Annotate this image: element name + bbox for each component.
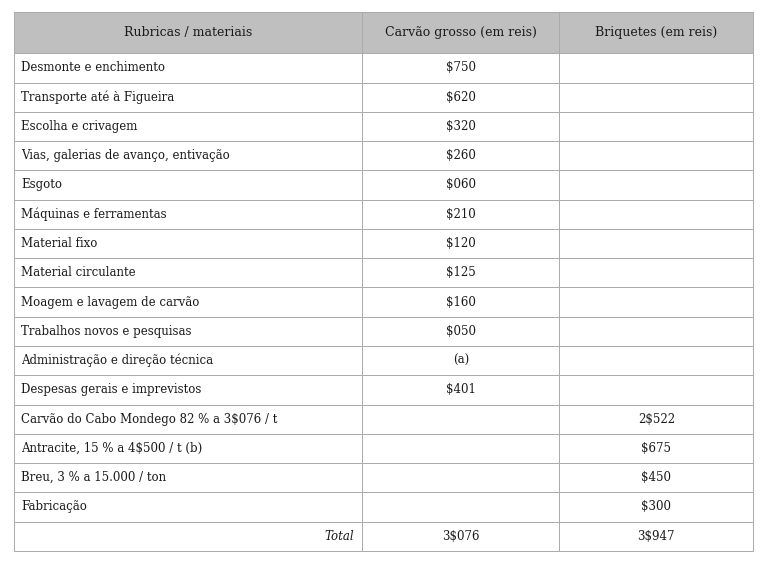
Text: 3$076: 3$076 <box>442 530 479 542</box>
Bar <box>14 171 362 200</box>
Bar <box>559 404 753 434</box>
Bar <box>362 12 559 53</box>
Text: $300: $300 <box>641 500 671 513</box>
Bar <box>559 112 753 141</box>
Bar <box>362 463 559 493</box>
Text: Administração e direção técnica: Administração e direção técnica <box>21 354 213 367</box>
Text: Vias, galerias de avanço, entivação: Vias, galerias de avanço, entivação <box>21 149 230 162</box>
Bar <box>559 200 753 229</box>
Bar <box>362 82 559 112</box>
Bar <box>14 53 362 82</box>
Text: Breu, 3 % a 15.000 / ton: Breu, 3 % a 15.000 / ton <box>21 471 166 484</box>
Bar <box>14 317 362 346</box>
Bar <box>559 463 753 493</box>
Text: $050: $050 <box>446 325 476 338</box>
Text: Total: Total <box>324 530 354 542</box>
Bar <box>559 171 753 200</box>
Text: Desmonte e enchimento: Desmonte e enchimento <box>21 61 166 75</box>
Text: Briquetes (em reis): Briquetes (em reis) <box>595 26 717 39</box>
Bar <box>559 493 753 522</box>
Bar <box>14 463 362 493</box>
Bar <box>559 258 753 287</box>
Bar <box>362 258 559 287</box>
Bar <box>14 287 362 317</box>
Text: Transporte até à Figueira: Transporte até à Figueira <box>21 90 175 104</box>
Bar <box>559 287 753 317</box>
Text: Antracite, 15 % a 4$500 / t (b): Antracite, 15 % a 4$500 / t (b) <box>21 442 202 455</box>
Bar <box>14 493 362 522</box>
Bar <box>559 375 753 404</box>
Bar <box>14 434 362 463</box>
Text: $210: $210 <box>446 208 476 221</box>
Text: 2$522: 2$522 <box>638 413 675 426</box>
Text: $160: $160 <box>446 296 476 309</box>
Bar <box>559 522 753 551</box>
Bar <box>14 12 362 53</box>
Bar <box>362 287 559 317</box>
Bar <box>14 404 362 434</box>
Text: (a): (a) <box>453 354 469 367</box>
Bar <box>14 522 362 551</box>
Text: Carvão grosso (em reis): Carvão grosso (em reis) <box>385 26 537 39</box>
Text: Rubricas / materiais: Rubricas / materiais <box>123 26 252 39</box>
Text: $260: $260 <box>446 149 476 162</box>
Text: $750: $750 <box>446 61 476 75</box>
Bar <box>362 404 559 434</box>
Bar <box>14 82 362 112</box>
Text: Fabricação: Fabricação <box>21 500 87 513</box>
Bar <box>14 258 362 287</box>
Bar <box>362 346 559 375</box>
Bar <box>559 82 753 112</box>
Text: $120: $120 <box>446 237 476 250</box>
Bar <box>362 141 559 171</box>
Text: Escolha e crivagem: Escolha e crivagem <box>21 120 138 133</box>
Bar <box>362 229 559 258</box>
Bar <box>362 493 559 522</box>
Text: $620: $620 <box>446 91 476 104</box>
Text: $060: $060 <box>446 178 476 191</box>
Text: $450: $450 <box>641 471 671 484</box>
Text: $401: $401 <box>446 383 476 397</box>
Bar <box>14 375 362 404</box>
Text: Material fixo: Material fixo <box>21 237 98 250</box>
Text: $675: $675 <box>641 442 671 455</box>
Text: Carvão do Cabo Mondego 82 % a 3$076 / t: Carvão do Cabo Mondego 82 % a 3$076 / t <box>21 413 278 426</box>
Bar <box>362 522 559 551</box>
Text: Material circulante: Material circulante <box>21 266 136 279</box>
Bar <box>559 53 753 82</box>
Bar <box>362 200 559 229</box>
Bar <box>559 434 753 463</box>
Bar <box>559 317 753 346</box>
Text: Trabalhos novos e pesquisas: Trabalhos novos e pesquisas <box>21 325 192 338</box>
Bar <box>559 229 753 258</box>
Text: Máquinas e ferramentas: Máquinas e ferramentas <box>21 208 167 221</box>
Bar <box>14 141 362 171</box>
Text: Despesas gerais e imprevistos: Despesas gerais e imprevistos <box>21 383 202 397</box>
Text: $125: $125 <box>446 266 476 279</box>
Bar <box>14 112 362 141</box>
Bar <box>14 229 362 258</box>
Bar <box>362 112 559 141</box>
Bar <box>362 317 559 346</box>
Bar <box>559 12 753 53</box>
Text: $320: $320 <box>446 120 476 133</box>
Bar <box>362 53 559 82</box>
Bar <box>14 346 362 375</box>
Text: 3$947: 3$947 <box>637 530 675 542</box>
Bar <box>362 171 559 200</box>
Text: Moagem e lavagem de carvão: Moagem e lavagem de carvão <box>21 296 200 309</box>
Bar <box>362 375 559 404</box>
Bar <box>14 200 362 229</box>
Bar <box>559 141 753 171</box>
Bar <box>559 346 753 375</box>
Bar <box>362 434 559 463</box>
Text: Esgoto: Esgoto <box>21 178 62 191</box>
